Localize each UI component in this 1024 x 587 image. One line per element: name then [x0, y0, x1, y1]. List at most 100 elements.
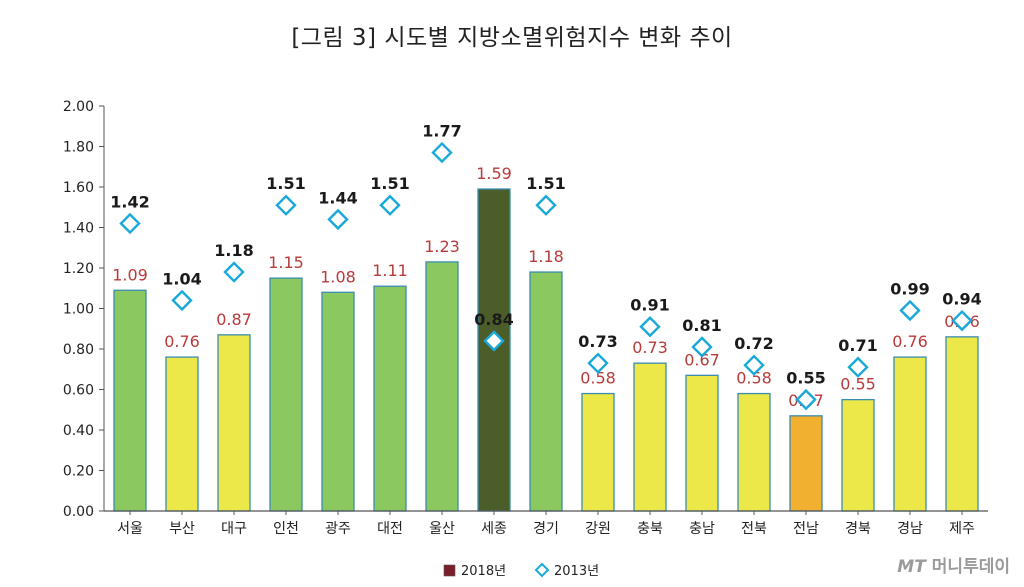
bar-인천 [269, 277, 303, 512]
marker-value-label: 1.77 [422, 122, 461, 141]
bar-전북 [737, 392, 771, 512]
bar-대전 [373, 285, 407, 512]
marker-value-label: 1.51 [526, 174, 565, 193]
bar-대구 [217, 334, 251, 512]
bar-서울 [113, 289, 147, 512]
marker-2013-광주 [327, 208, 349, 231]
bar-value-label: 1.59 [476, 164, 512, 183]
bar-value-label: 1.15 [268, 253, 304, 272]
marker-value-label: 0.73 [578, 332, 617, 351]
x-tick-label: 대구 [221, 521, 247, 537]
bar-충남 [685, 374, 719, 512]
marker-value-label: 0.99 [890, 280, 929, 299]
bar-value-label: 1.18 [528, 247, 564, 266]
x-tick-label: 울산 [429, 521, 455, 537]
bar-경남 [893, 356, 927, 512]
marker-2013-충남 [691, 336, 713, 358]
y-tick-label: 0.40 [63, 423, 94, 439]
y-tick-label: 0.80 [63, 342, 94, 358]
y-tick-label: 0.60 [63, 383, 94, 399]
x-tick-label: 제주 [949, 521, 975, 537]
marker-value-label: 1.04 [162, 269, 201, 288]
bar-value-label: 1.09 [112, 265, 148, 284]
x-tick-label: 대전 [377, 521, 403, 537]
x-tick-label: 경남 [897, 521, 923, 537]
bar-value-label: 0.76 [892, 332, 928, 351]
bar-경기 [529, 271, 563, 512]
marker-value-label: 0.55 [786, 369, 825, 388]
x-tick-label: 부산 [169, 521, 195, 537]
marker-value-label: 0.71 [838, 336, 877, 355]
legend-label-2018: 2018년 [461, 564, 506, 579]
chart-title: [그림 3] 시도별 지방소멸위험지수 변화 추이 [291, 25, 733, 51]
marker-2013-세종 [483, 330, 505, 352]
marker-value-label: 0.81 [682, 316, 721, 335]
x-tick-label: 세종 [481, 521, 507, 537]
y-tick-label: 1.00 [63, 302, 94, 318]
bar-강원 [581, 392, 615, 512]
marker-2013-전남 [795, 388, 817, 411]
y-tick-label: 1.80 [63, 140, 94, 156]
y-tick-label: 1.20 [63, 261, 94, 277]
marker-value-label: 0.91 [630, 296, 669, 315]
marker-2013-부산 [171, 289, 193, 312]
x-tick-label: 서울 [117, 521, 143, 537]
marker-value-label: 1.51 [370, 174, 409, 193]
marker-value-label: 0.72 [734, 334, 773, 353]
x-tick-label: 충남 [689, 521, 715, 537]
bar-제주 [945, 336, 979, 512]
marker-2013-경기 [535, 194, 557, 216]
bar-광주 [321, 291, 355, 512]
marker-value-label: 0.84 [474, 310, 513, 329]
bar-value-label: 0.73 [632, 338, 668, 357]
marker-value-label: 0.94 [942, 290, 981, 309]
bar-부산 [165, 356, 199, 512]
marker-2013-서울 [119, 212, 141, 235]
marker-2013-대전 [379, 194, 401, 216]
bar-경북 [841, 398, 875, 512]
bar-충북 [633, 362, 667, 512]
x-tick-label: 전남 [793, 521, 819, 537]
x-tick-label: 인천 [273, 521, 299, 537]
marker-2013-울산 [431, 141, 453, 164]
marker-2013-대구 [223, 261, 245, 283]
marker-2013-제주 [951, 309, 973, 332]
marker-value-label: 1.42 [110, 192, 149, 211]
bar-value-label: 1.11 [372, 261, 408, 280]
bar-value-label: 1.08 [320, 267, 356, 286]
bar-value-label: 0.87 [216, 310, 252, 329]
y-tick-label: 2.00 [63, 99, 94, 115]
x-tick-label: 경기 [533, 521, 559, 537]
bar-울산 [425, 261, 459, 512]
marker-2013-충북 [639, 316, 661, 338]
bar-value-label: 0.67 [684, 350, 720, 369]
marker-value-label: 1.44 [318, 188, 357, 207]
marker-2013-인천 [275, 194, 297, 216]
x-tick-label: 강원 [585, 521, 611, 537]
marker-2013-강원 [587, 352, 609, 374]
legend-swatch-2013 [534, 562, 550, 578]
bar-value-label: 0.58 [736, 369, 772, 388]
legend-label-2013: 2013년 [554, 564, 599, 579]
x-tick-label: 전북 [741, 521, 767, 537]
y-tick-label: 1.40 [63, 221, 94, 237]
marker-value-label: 1.18 [214, 241, 253, 260]
y-tick-label: 1.60 [63, 180, 94, 196]
x-tick-label: 경북 [845, 521, 871, 537]
bar-value-label: 0.58 [580, 369, 616, 388]
y-tick-label: 0.00 [63, 504, 94, 520]
bar-value-label: 0.76 [164, 332, 200, 351]
bar-전남 [789, 415, 823, 512]
marker-value-label: 1.51 [266, 174, 305, 193]
marker-2013-경남 [899, 299, 921, 322]
y-tick-label: 0.20 [63, 464, 94, 480]
x-tick-label: 충북 [637, 521, 663, 537]
watermark-logo: MT 머니투데이 [897, 557, 1010, 577]
marker-2013-전북 [743, 354, 765, 376]
marker-2013-경북 [847, 356, 869, 378]
bar-value-label: 1.23 [424, 237, 460, 256]
legend-swatch-2018 [443, 564, 456, 577]
x-tick-label: 광주 [325, 521, 351, 537]
bar-value-label: 0.55 [840, 375, 876, 394]
